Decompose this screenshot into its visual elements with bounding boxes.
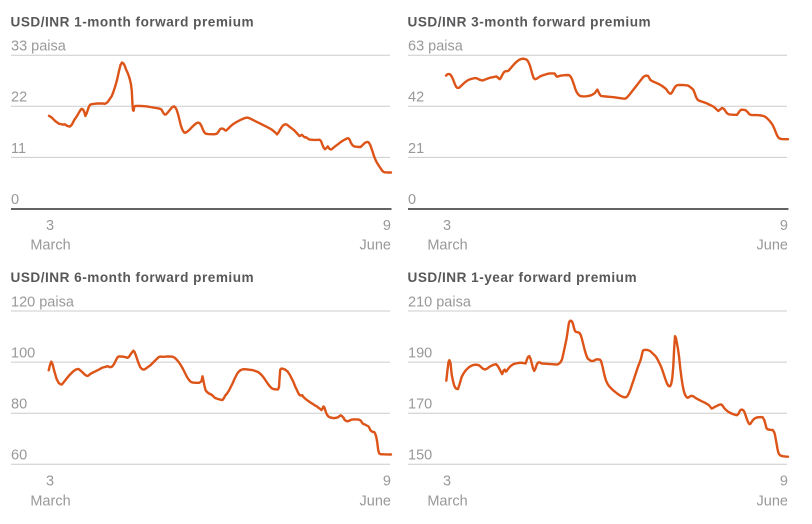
svg-text:170: 170: [408, 397, 432, 413]
svg-text:0: 0: [408, 192, 416, 208]
svg-text:210 paisa: 210 paisa: [408, 294, 472, 310]
svg-text:June: June: [360, 238, 391, 254]
svg-text:March: March: [427, 238, 467, 254]
svg-text:March: March: [427, 493, 467, 509]
svg-text:USD/INR 6-month forward premiu: USD/INR 6-month forward premium: [11, 270, 255, 285]
svg-text:80: 80: [11, 397, 27, 413]
svg-text:42: 42: [408, 90, 424, 106]
svg-text:USD/INR 1-month forward premiu: USD/INR 1-month forward premium: [11, 14, 255, 29]
svg-text:USD/INR 3-month forward premiu: USD/INR 3-month forward premium: [408, 14, 652, 29]
svg-text:21: 21: [408, 141, 424, 157]
svg-text:11: 11: [11, 141, 26, 157]
svg-text:March: March: [30, 238, 70, 254]
svg-text:33 paisa: 33 paisa: [11, 39, 67, 55]
svg-text:60: 60: [11, 448, 27, 464]
svg-text:150: 150: [408, 448, 432, 464]
svg-text:3: 3: [443, 474, 451, 490]
svg-text:9: 9: [383, 218, 391, 234]
svg-text:100: 100: [11, 346, 35, 362]
svg-text:22: 22: [11, 90, 27, 106]
svg-text:3: 3: [443, 218, 451, 234]
svg-text:USD/INR 1-year forward premium: USD/INR 1-year forward premium: [408, 270, 638, 285]
svg-text:March: March: [30, 493, 70, 509]
svg-text:3: 3: [46, 474, 54, 490]
svg-text:190: 190: [408, 346, 432, 362]
svg-text:9: 9: [780, 218, 788, 234]
svg-text:June: June: [757, 493, 788, 509]
svg-text:9: 9: [383, 474, 391, 490]
svg-text:3: 3: [46, 218, 54, 234]
svg-text:June: June: [360, 493, 391, 509]
svg-text:9: 9: [780, 474, 788, 490]
svg-text:0: 0: [11, 192, 19, 208]
svg-text:120 paisa: 120 paisa: [11, 294, 75, 310]
svg-text:June: June: [757, 238, 788, 254]
svg-text:63 paisa: 63 paisa: [408, 39, 464, 55]
